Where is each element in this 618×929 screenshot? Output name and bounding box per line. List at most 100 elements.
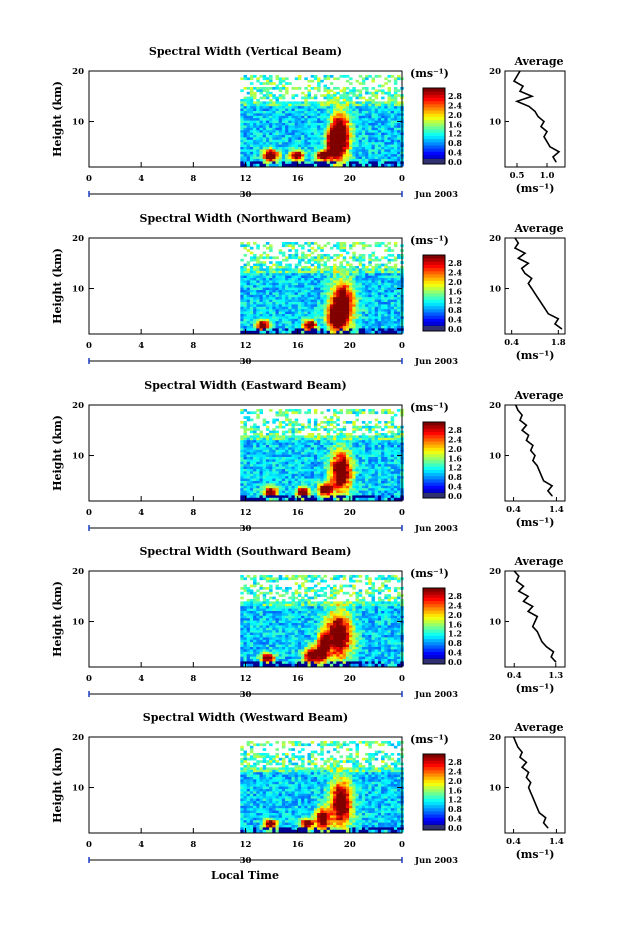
heatmap-cell bbox=[281, 411, 286, 415]
heatmap-cell bbox=[265, 449, 270, 453]
heatmap-cell bbox=[291, 130, 295, 133]
heatmap-cell bbox=[313, 323, 318, 327]
heatmap-cell bbox=[301, 256, 305, 260]
heatmap-cell bbox=[352, 326, 356, 329]
heatmap-cell bbox=[349, 433, 353, 436]
heatmap-cell bbox=[297, 466, 302, 470]
heatmap-cell bbox=[313, 242, 318, 245]
heatmap-cell bbox=[352, 481, 356, 484]
heatmap-cell bbox=[294, 120, 299, 124]
heatmap-cell bbox=[259, 159, 263, 162]
y-tick-label: 10 bbox=[72, 118, 84, 128]
heatmap-cell bbox=[317, 282, 321, 286]
heatmap-cell bbox=[320, 113, 324, 117]
heatmap-cell bbox=[246, 330, 251, 334]
heatmap-cell bbox=[345, 156, 350, 160]
average-point bbox=[531, 277, 533, 279]
heatmap-cell bbox=[269, 101, 273, 105]
heatmap-cell bbox=[297, 440, 302, 443]
heatmap-cell bbox=[387, 242, 391, 245]
heatmap-cell bbox=[304, 123, 308, 126]
heatmap-cell bbox=[301, 311, 305, 315]
heatmap-cell bbox=[336, 464, 340, 467]
heatmap-cell bbox=[278, 449, 283, 453]
heatmap-cell bbox=[345, 321, 350, 324]
heatmap-cell bbox=[259, 471, 263, 475]
heatmap-cell bbox=[397, 488, 401, 491]
heatmap-cell bbox=[381, 242, 385, 245]
heatmap-cell bbox=[304, 461, 308, 465]
heatmap-cell bbox=[390, 142, 395, 145]
heatmap-cell bbox=[349, 447, 353, 451]
heatmap-cell bbox=[301, 442, 305, 446]
heatmap-cell bbox=[329, 246, 334, 250]
heatmap-cell bbox=[297, 447, 302, 451]
heatmap-cell bbox=[387, 481, 391, 484]
heatmap-cell bbox=[361, 256, 366, 260]
heatmap-cell bbox=[246, 123, 251, 126]
colorbar-band bbox=[423, 321, 445, 326]
heatmap-cell bbox=[345, 433, 350, 436]
heatmap-cell bbox=[336, 144, 340, 148]
heatmap-cell bbox=[278, 270, 283, 274]
heatmap-cell bbox=[285, 330, 289, 334]
heatmap-cell bbox=[384, 469, 388, 472]
heatmap-cell bbox=[349, 280, 353, 284]
heatmap-cell bbox=[272, 457, 276, 460]
heatmap-cell bbox=[243, 113, 247, 117]
heatmap-cell bbox=[304, 318, 308, 322]
colorbar-tick-label: 0.0 bbox=[448, 324, 462, 334]
heatmap-cell bbox=[285, 464, 289, 467]
heatmap-cell bbox=[368, 447, 372, 451]
heatmap-cell bbox=[361, 268, 366, 272]
heatmap-cell bbox=[352, 330, 356, 334]
heatmap-cell bbox=[329, 309, 334, 312]
heatmap-cell bbox=[301, 454, 305, 458]
heatmap-cell bbox=[240, 409, 244, 412]
heatmap-cell bbox=[390, 466, 395, 470]
heatmap-cell bbox=[355, 483, 359, 487]
heatmap-cell bbox=[243, 142, 247, 145]
heatmap-cell bbox=[381, 96, 385, 100]
heatmap-cell bbox=[246, 299, 251, 303]
heatmap-cell bbox=[281, 94, 286, 97]
heatmap-cell bbox=[288, 449, 292, 453]
heatmap-cell bbox=[272, 442, 276, 446]
heatmap-cell bbox=[240, 306, 244, 310]
heatmap-cell bbox=[249, 287, 254, 291]
heatmap-cell bbox=[349, 435, 353, 439]
heatmap-cell bbox=[323, 478, 327, 482]
heatmap-cell bbox=[342, 96, 347, 100]
colorbar-tick-label: 2.0 bbox=[448, 110, 462, 120]
heatmap-cell bbox=[294, 137, 299, 141]
heatmap-cell bbox=[365, 113, 369, 117]
heatmap-cell bbox=[304, 101, 308, 105]
heatmap-cell bbox=[246, 96, 251, 100]
heatmap-cell bbox=[265, 481, 270, 484]
heatmap-cell bbox=[355, 437, 359, 441]
heatmap-cell bbox=[310, 485, 315, 489]
heatmap-cell bbox=[265, 120, 270, 124]
heatmap-cell bbox=[265, 326, 270, 329]
heatmap-cell bbox=[365, 457, 369, 460]
heatmap-cell bbox=[339, 246, 343, 250]
heatmap-cell bbox=[262, 485, 267, 489]
heatmap-cell bbox=[288, 445, 292, 448]
heatmap-cell bbox=[390, 96, 395, 100]
heatmap-cell bbox=[259, 469, 263, 472]
heatmap-cell bbox=[358, 437, 363, 441]
heatmap-cell bbox=[262, 275, 267, 279]
heatmap-cell bbox=[275, 430, 279, 434]
heatmap-cell bbox=[326, 99, 331, 102]
heatmap-cell bbox=[256, 270, 260, 274]
heatmap-cell bbox=[377, 459, 382, 463]
heatmap-cell bbox=[246, 318, 251, 322]
heatmap-cell bbox=[288, 464, 292, 467]
heatmap-cell bbox=[374, 280, 379, 284]
heatmap-cell bbox=[262, 478, 267, 482]
heatmap-cell bbox=[307, 435, 311, 439]
heatmap-cell bbox=[275, 139, 279, 143]
heatmap-cell bbox=[377, 75, 382, 78]
heatmap-cell bbox=[390, 454, 395, 458]
